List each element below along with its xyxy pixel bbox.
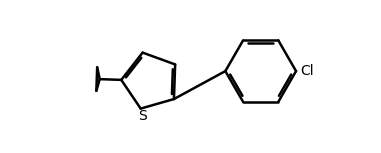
Text: S: S bbox=[138, 109, 147, 123]
Text: Cl: Cl bbox=[300, 64, 314, 78]
